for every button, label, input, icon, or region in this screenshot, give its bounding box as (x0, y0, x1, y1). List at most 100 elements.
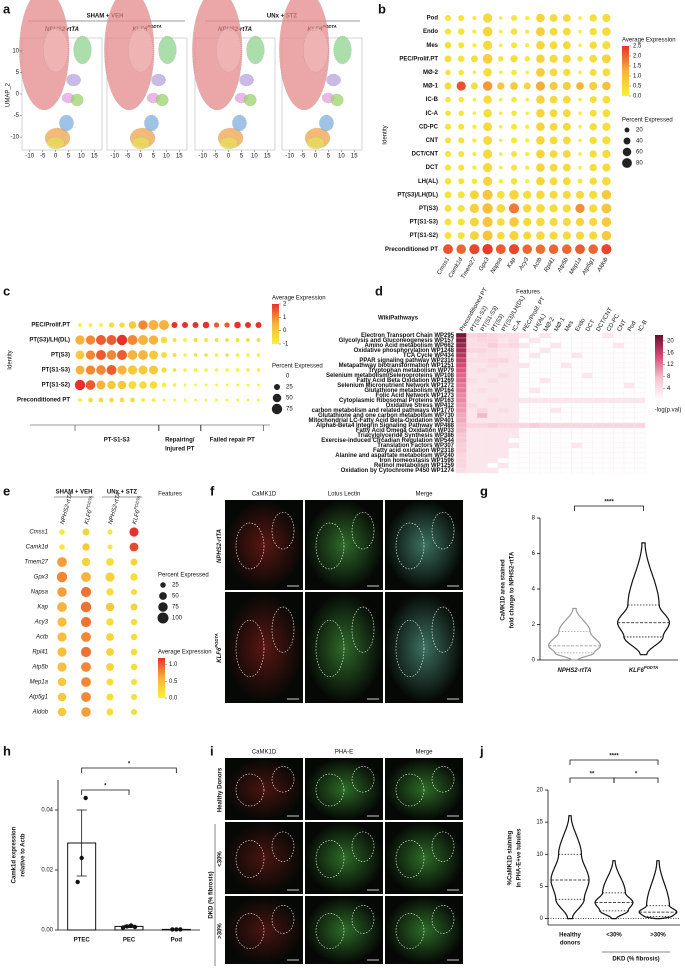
heat-cell (623, 372, 635, 379)
dot (81, 692, 91, 702)
row-label: Mes (426, 43, 438, 49)
heat-cell (602, 392, 614, 399)
heat-cell (602, 337, 614, 344)
row-label: Glycolysis and Gluconeogenesis WP157 (339, 338, 455, 344)
dot (80, 586, 92, 598)
colorbar-label: 1 (283, 315, 287, 321)
row-label: Metapathway biotransformation WP1251 (339, 363, 455, 369)
chart-title: WikiPathways (378, 316, 419, 322)
axis-label: fold change to NPHS2-rtTA (510, 551, 516, 628)
dot (536, 163, 545, 172)
dot (444, 137, 452, 144)
heat-cell (476, 342, 488, 349)
heat-cell (634, 367, 646, 374)
heat-cell (581, 462, 593, 469)
dot (138, 350, 148, 360)
dot (106, 588, 114, 596)
row-label: DCT/CNT (412, 152, 439, 158)
dot (589, 96, 597, 104)
heat-cell (571, 432, 583, 439)
heat-cell (613, 432, 625, 439)
dot (235, 338, 240, 342)
heat-cell (508, 457, 520, 464)
heat-cell (476, 372, 488, 379)
heat-cell (455, 432, 467, 439)
dot (602, 95, 611, 104)
column-label: Gpx3 (478, 256, 491, 272)
row-label: IC-A (426, 111, 439, 117)
dot (549, 122, 558, 131)
heat-cell (508, 412, 520, 419)
x-tick-label: -10 (110, 154, 119, 160)
heat-cell (623, 422, 635, 429)
heat-cell (497, 342, 509, 349)
heat-cell (508, 462, 520, 469)
heat-cell (592, 337, 604, 344)
dot (57, 662, 67, 672)
heat-cell (560, 467, 572, 474)
heat-cell (508, 452, 520, 459)
dot (562, 150, 571, 158)
heat-cell (529, 382, 541, 389)
data-point (170, 927, 175, 932)
size-key (271, 403, 283, 415)
heat-cell (508, 367, 520, 374)
y-tick-label: 0.04 (41, 808, 53, 814)
dot (601, 230, 612, 241)
umap-cluster (59, 114, 74, 132)
heat-cell (623, 432, 635, 439)
heat-cell (466, 367, 478, 374)
heat-cell (487, 427, 499, 434)
heat-cell (466, 432, 478, 439)
dot (234, 321, 241, 329)
dot (246, 398, 250, 402)
heat-cell (560, 382, 572, 389)
heat-cell (476, 412, 488, 419)
heat-cell (634, 442, 646, 449)
heat-cell (508, 342, 520, 349)
dot (141, 398, 145, 402)
dot (106, 334, 117, 346)
dot (525, 97, 529, 102)
y-tick-label: 8 (532, 516, 536, 522)
heat-cell (476, 367, 488, 374)
dot (472, 138, 477, 143)
size-key-label: 0 (286, 374, 290, 380)
dot (88, 323, 93, 327)
heat-cell (581, 337, 593, 344)
dot (458, 96, 464, 103)
heat-cell (623, 467, 635, 474)
column-label: Napsa (490, 256, 504, 275)
dot (106, 648, 114, 656)
row-label: DCT (426, 165, 439, 171)
row-label: <30% (218, 851, 224, 867)
heat-cell (455, 412, 467, 419)
column-header: Merge (415, 750, 433, 756)
heat-cell (529, 347, 541, 354)
dot (130, 693, 138, 701)
heat-cell (539, 467, 551, 474)
x-tick-label: -5 (40, 154, 46, 160)
column-label: DCT (585, 319, 597, 333)
column-label: Actb (532, 256, 544, 271)
dot (496, 190, 505, 199)
size-key-label: 75 (286, 407, 293, 413)
heat-cell (497, 457, 509, 464)
dot (575, 244, 585, 255)
dot (525, 179, 530, 184)
size-key-label: 50 (286, 396, 293, 402)
dot (246, 338, 250, 342)
heat-cell (560, 397, 572, 404)
dot (472, 15, 477, 21)
y-tick-label: 5 (16, 70, 20, 76)
row-label: PT(S1-S2) (410, 233, 438, 239)
y-tick-label: -5 (14, 113, 20, 119)
heat-cell (550, 422, 562, 429)
heat-cell (602, 332, 614, 339)
dot (496, 231, 505, 240)
x-tick-label: 15 (91, 154, 98, 160)
heat-cell (466, 442, 478, 449)
heat-cell (529, 402, 541, 409)
heat-cell (550, 447, 562, 454)
axis-label: Identity (383, 125, 389, 144)
